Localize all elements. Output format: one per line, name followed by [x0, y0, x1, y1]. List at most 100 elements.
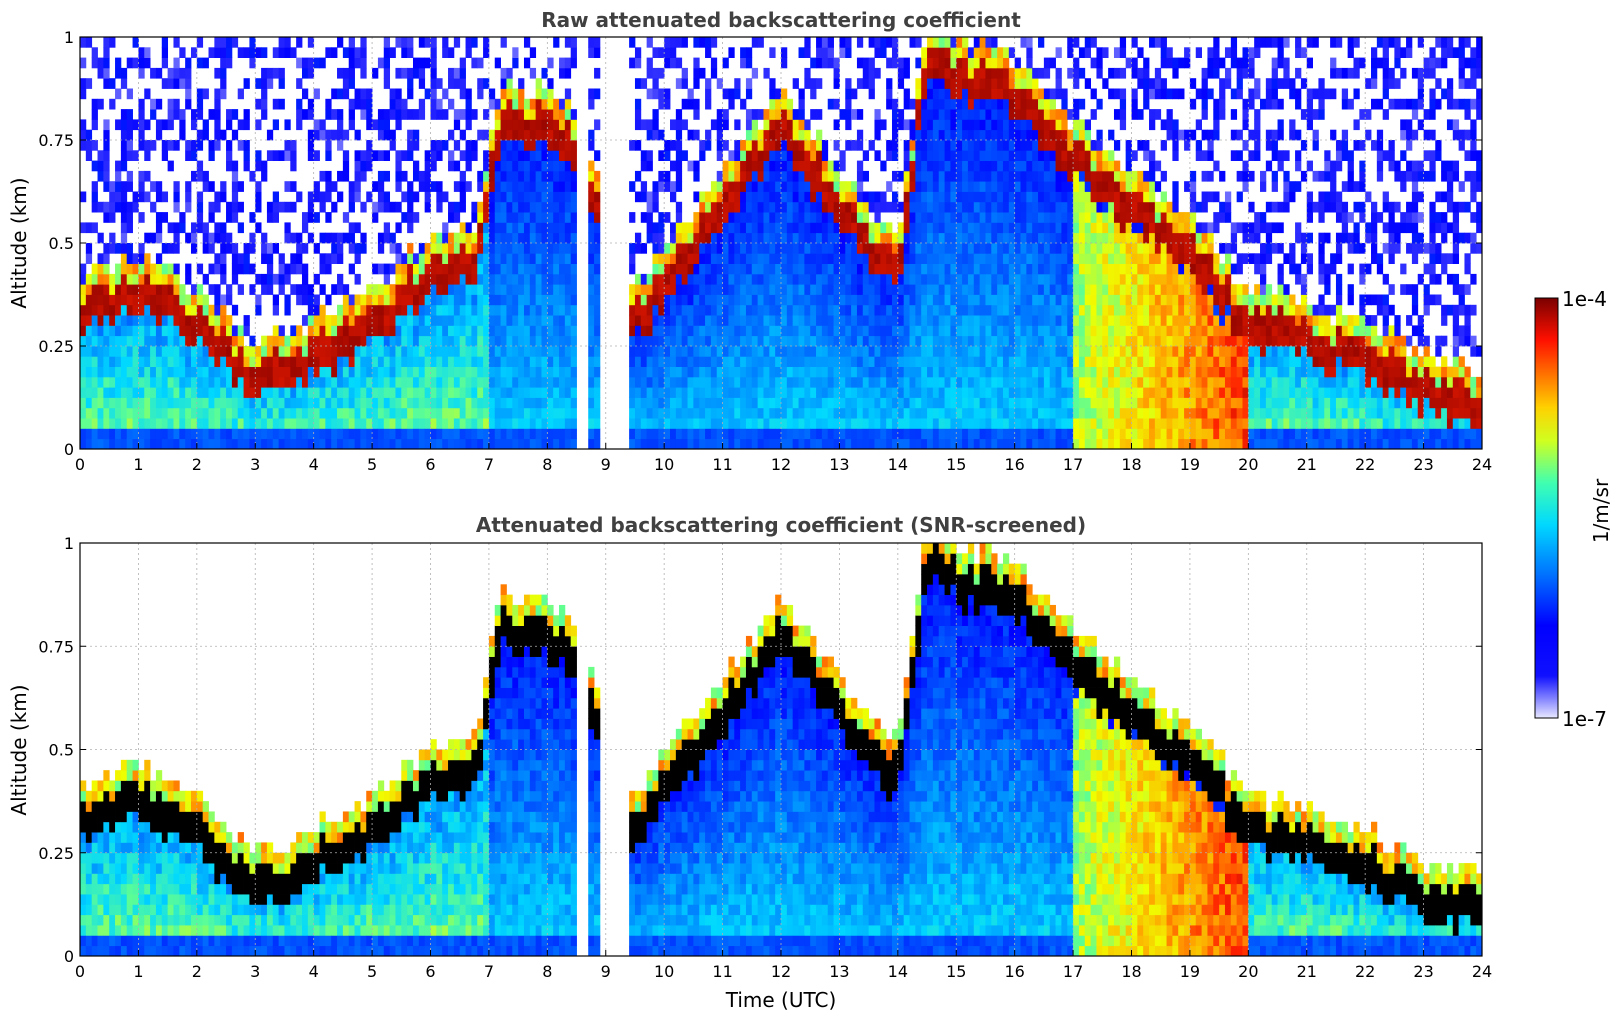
panel-raw-cell	[179, 418, 186, 429]
panel-raw-cell	[646, 418, 653, 429]
panel-raw-cell	[570, 140, 577, 151]
panel-raw-cell	[103, 397, 110, 409]
panel-raw-cell	[389, 304, 396, 316]
panel-raw-cell	[921, 232, 928, 244]
panel-raw-cell	[851, 407, 858, 419]
panel-raw-cell	[266, 284, 274, 295]
panel-raw-cell	[348, 78, 355, 89]
panel-raw-cell	[967, 47, 975, 58]
panel-raw-cell	[973, 150, 981, 161]
panel-raw-cell	[891, 315, 899, 326]
panel-raw-cell	[518, 129, 525, 141]
panel-raw-cell	[851, 140, 858, 151]
panel-raw-cell	[377, 428, 385, 440]
panel-raw-cell	[559, 438, 566, 449]
panel-raw-cell	[1043, 366, 1051, 378]
panel-raw-cell	[331, 232, 338, 244]
panel-raw-cell	[775, 150, 782, 161]
panel-raw-cell	[827, 243, 834, 254]
panel-raw-cell	[962, 356, 969, 367]
panel-raw-cell	[699, 191, 706, 203]
panel-raw-cell	[348, 201, 355, 213]
panel-raw-cell	[816, 212, 823, 223]
panel-raw-cell	[839, 232, 846, 244]
panel-raw-cell	[255, 150, 262, 161]
panel-raw-cell	[681, 294, 688, 306]
panel-raw-cell	[512, 418, 519, 429]
panel-raw-cell	[529, 170, 537, 182]
panel-raw-cell	[856, 325, 864, 337]
panel-raw-cell	[1020, 397, 1027, 409]
panel-raw-cell	[144, 304, 151, 316]
panel-raw-cell	[769, 129, 776, 141]
panel-raw-cell	[278, 78, 285, 89]
panel-raw-cell	[1008, 98, 1016, 110]
panel-raw-cell	[342, 418, 350, 429]
panel-raw-cell	[559, 284, 566, 295]
panel-raw-cell	[477, 397, 484, 409]
panel-raw-cell	[1032, 150, 1039, 161]
panel-raw-cell	[91, 263, 98, 275]
panel-raw-cell	[179, 284, 186, 295]
panel-raw-cell	[716, 407, 723, 419]
panel-raw-cell	[167, 418, 174, 429]
panel-raw-cell	[518, 119, 525, 131]
panel-raw-cell	[652, 407, 659, 419]
panel-raw-cell	[693, 273, 700, 285]
panel-raw-cell	[985, 201, 992, 213]
panel-raw-cell	[179, 212, 186, 223]
panel-raw-cell	[640, 119, 648, 131]
panel-raw-cell	[512, 387, 519, 398]
panel-raw-cell	[214, 387, 221, 398]
panel-raw-cell	[769, 335, 776, 347]
panel-raw-cell	[991, 325, 998, 337]
panel-raw-cell	[564, 170, 572, 182]
panel-raw-cell	[839, 243, 846, 254]
panel-raw-cell	[944, 294, 951, 306]
panel-raw-cell	[745, 181, 753, 192]
panel-raw-cell	[342, 438, 350, 449]
panel-raw-cell	[1014, 160, 1021, 172]
panel-raw-cell	[856, 109, 864, 120]
panel-raw-cell	[91, 284, 98, 295]
panel-raw-cell	[418, 243, 426, 254]
panel-raw-cell	[395, 150, 402, 161]
panel-raw-cell	[559, 356, 566, 367]
panel-raw-cell	[915, 98, 922, 110]
panel-raw-cell	[500, 387, 507, 398]
panel-raw-cell	[167, 325, 174, 337]
panel-raw-cell	[453, 263, 461, 275]
panel-raw-cell	[845, 191, 852, 203]
panel-raw-cell	[80, 346, 87, 357]
panel-raw-cell	[261, 335, 268, 347]
panel-raw-cell	[214, 232, 221, 244]
panel-raw-cell	[991, 212, 998, 223]
panel-raw-cell	[786, 346, 794, 357]
panel-raw-cell	[921, 315, 928, 326]
panel-raw-cell	[710, 253, 718, 264]
panel-raw-cell	[874, 376, 881, 388]
panel-raw-cell	[547, 119, 554, 131]
panel-raw-cell	[348, 376, 355, 388]
panel-raw-cell	[816, 397, 823, 409]
panel-raw-cell	[862, 387, 870, 398]
panel-raw-cell	[214, 304, 221, 316]
panel-raw-cell	[401, 263, 408, 275]
panel-raw-cell	[740, 294, 747, 306]
panel-raw-cell	[337, 273, 344, 285]
panel-raw-cell	[559, 376, 566, 388]
panel-raw-cell	[459, 109, 466, 120]
panel-raw-cell	[424, 407, 431, 419]
panel-raw-cell	[781, 418, 788, 429]
panel-raw-cell	[687, 129, 694, 141]
panel-raw-cell	[845, 366, 852, 378]
panel-raw-cell	[360, 366, 367, 378]
panel-raw-cell	[120, 67, 128, 79]
panel-raw-cell	[97, 284, 104, 295]
panel-raw-cell	[535, 387, 542, 398]
panel-raw-cell	[167, 263, 174, 275]
panel-raw-cell	[757, 304, 764, 316]
panel-raw-cell	[886, 140, 893, 151]
panel-raw-cell	[319, 387, 326, 398]
panel-raw-cell	[1032, 181, 1039, 192]
